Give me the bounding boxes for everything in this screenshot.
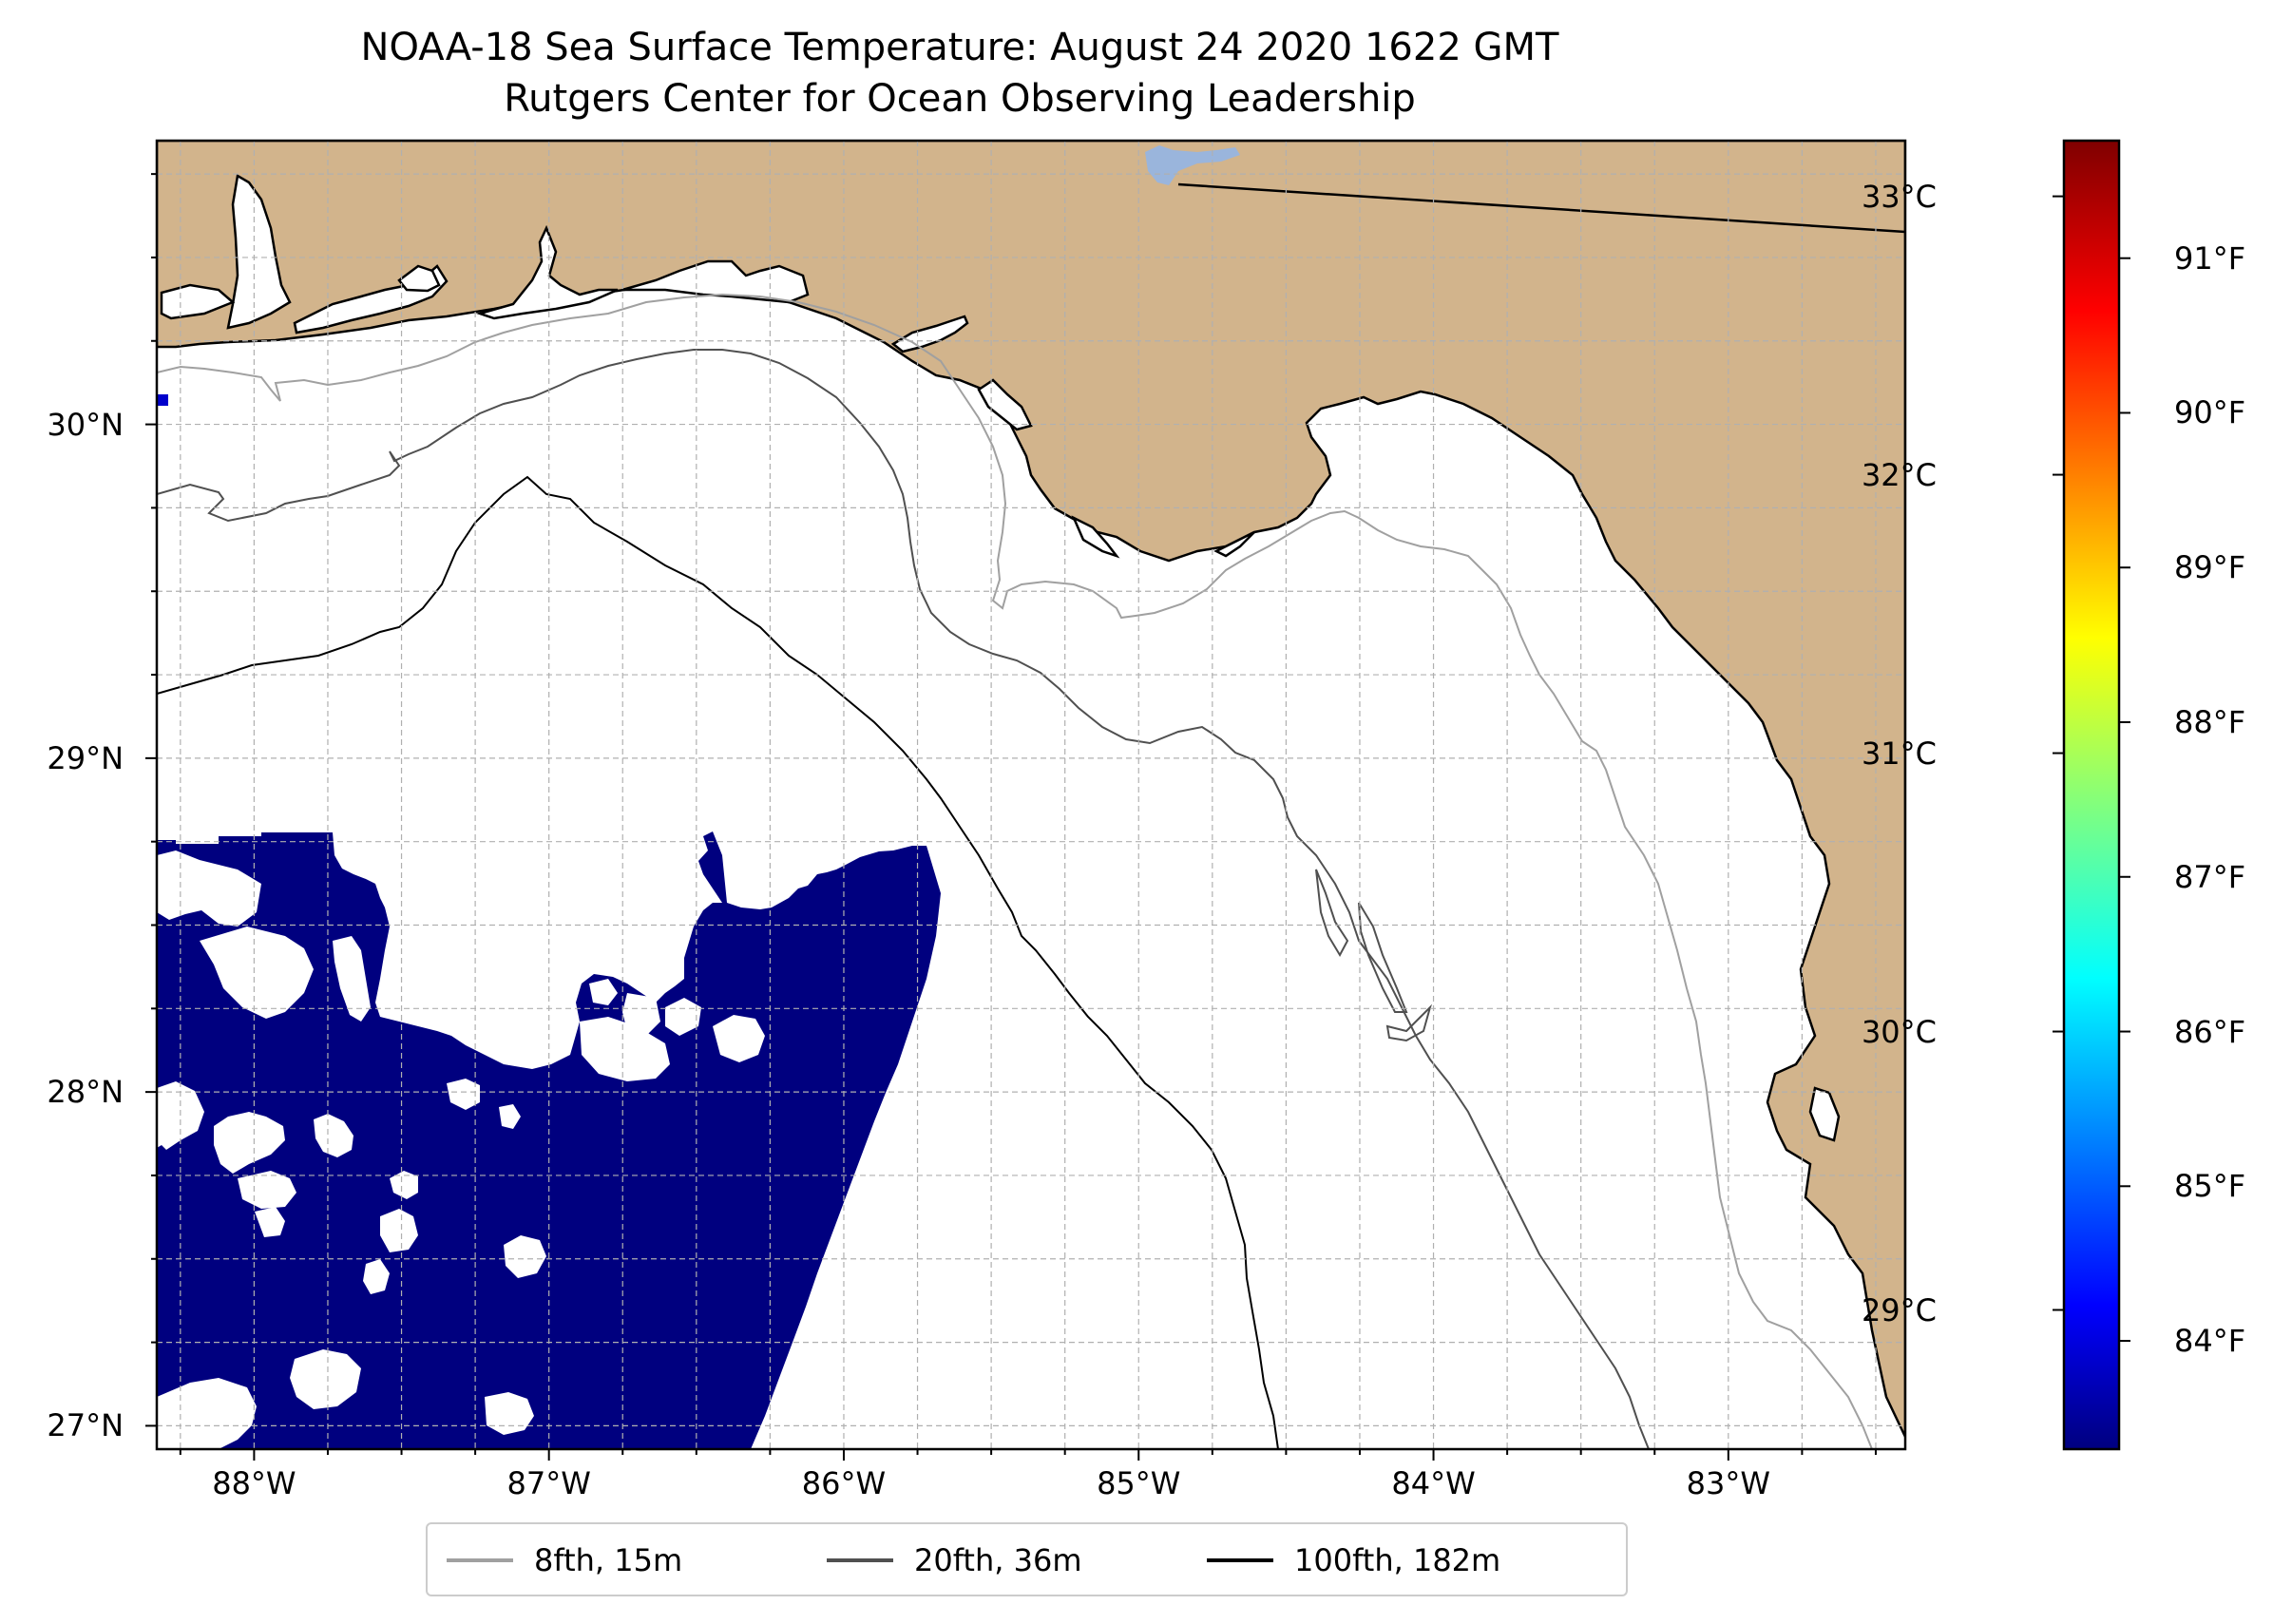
colorbar-fahrenheit-label: 91°F: [2174, 239, 2246, 277]
lon-tick-label: 83°W: [1686, 1465, 1770, 1501]
lon-tick-label: 86°W: [801, 1465, 887, 1501]
isobath-100fth: [157, 475, 1279, 1449]
map-subtitle: Rutgers Center for Ocean Observing Leade…: [504, 77, 1416, 121]
lat-tick-label: 27°N: [47, 1407, 124, 1444]
legend-swatch-100fth: [1207, 1558, 1273, 1562]
colorbar-celsius-label: 30°C: [1861, 1013, 1937, 1050]
isobath-20fth-islands: [1315, 869, 1432, 1042]
lon-tick-label: 85°W: [1097, 1465, 1181, 1501]
legend-label-20fth: 20fth, 36m: [914, 1542, 1082, 1578]
colorbar-celsius-label: 32°C: [1861, 456, 1937, 493]
colorbar-fahrenheit-label: 84°F: [2174, 1323, 2246, 1360]
legend-swatch-20fth: [827, 1558, 893, 1562]
colorbar-fahrenheit-label: 85°F: [2174, 1168, 2246, 1205]
colorbar-celsius-label: 31°C: [1861, 735, 1937, 772]
legend-swatch-8fth: [447, 1558, 513, 1562]
sst-pixel-marker: [157, 394, 168, 406]
lat-tick-label: 30°N: [47, 406, 124, 443]
legend-label-100fth: 100fth, 182m: [1294, 1542, 1501, 1578]
lon-tick-label: 87°W: [506, 1465, 591, 1501]
colorbar-fahrenheit-label: 87°F: [2174, 858, 2246, 895]
isobath-8fth: [157, 293, 1873, 1449]
inland-lake: [1145, 145, 1240, 185]
axis-ticks: [145, 173, 1877, 1461]
isobath-20fth: [157, 349, 1650, 1449]
colorbar-fahrenheit-label: 90°F: [2174, 394, 2246, 431]
colorbar-celsius-label: 29°C: [1861, 1291, 1937, 1328]
map-title: NOAA-18 Sea Surface Temperature: August …: [360, 26, 1559, 69]
lat-tick-label: 29°N: [47, 739, 124, 776]
lon-tick-label: 84°W: [1391, 1465, 1476, 1501]
colorbar-fahrenheit-label: 89°F: [2174, 549, 2246, 586]
map-frame: [155, 139, 1907, 1451]
legend-label-8fth: 8fth, 15m: [534, 1542, 683, 1578]
state-boundary: [1177, 182, 1905, 234]
colorbar-ticks: [2053, 195, 2130, 1343]
colorbar-fahrenheit-label: 88°F: [2174, 704, 2246, 740]
colorbar-fahrenheit-label: 86°F: [2174, 1013, 2246, 1050]
legend: 8fth, 15m 20fth, 36m 100fth, 182m: [426, 1522, 1628, 1596]
coastal-bays: [160, 174, 1841, 1142]
gridlines: [157, 141, 1905, 1449]
colorbar-celsius-label: 33°C: [1861, 178, 1937, 215]
cloud-gaps: [157, 836, 765, 1449]
colorbar-frame: [2062, 139, 2121, 1451]
lon-tick-label: 88°W: [212, 1465, 296, 1501]
colorbar-gradient: [2064, 141, 2119, 1449]
lat-tick-label: 28°N: [47, 1074, 124, 1111]
